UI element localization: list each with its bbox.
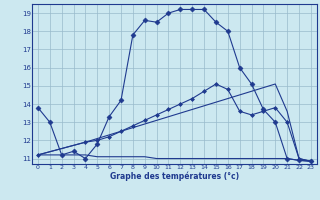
X-axis label: Graphe des températures (°c): Graphe des températures (°c) [110,171,239,181]
